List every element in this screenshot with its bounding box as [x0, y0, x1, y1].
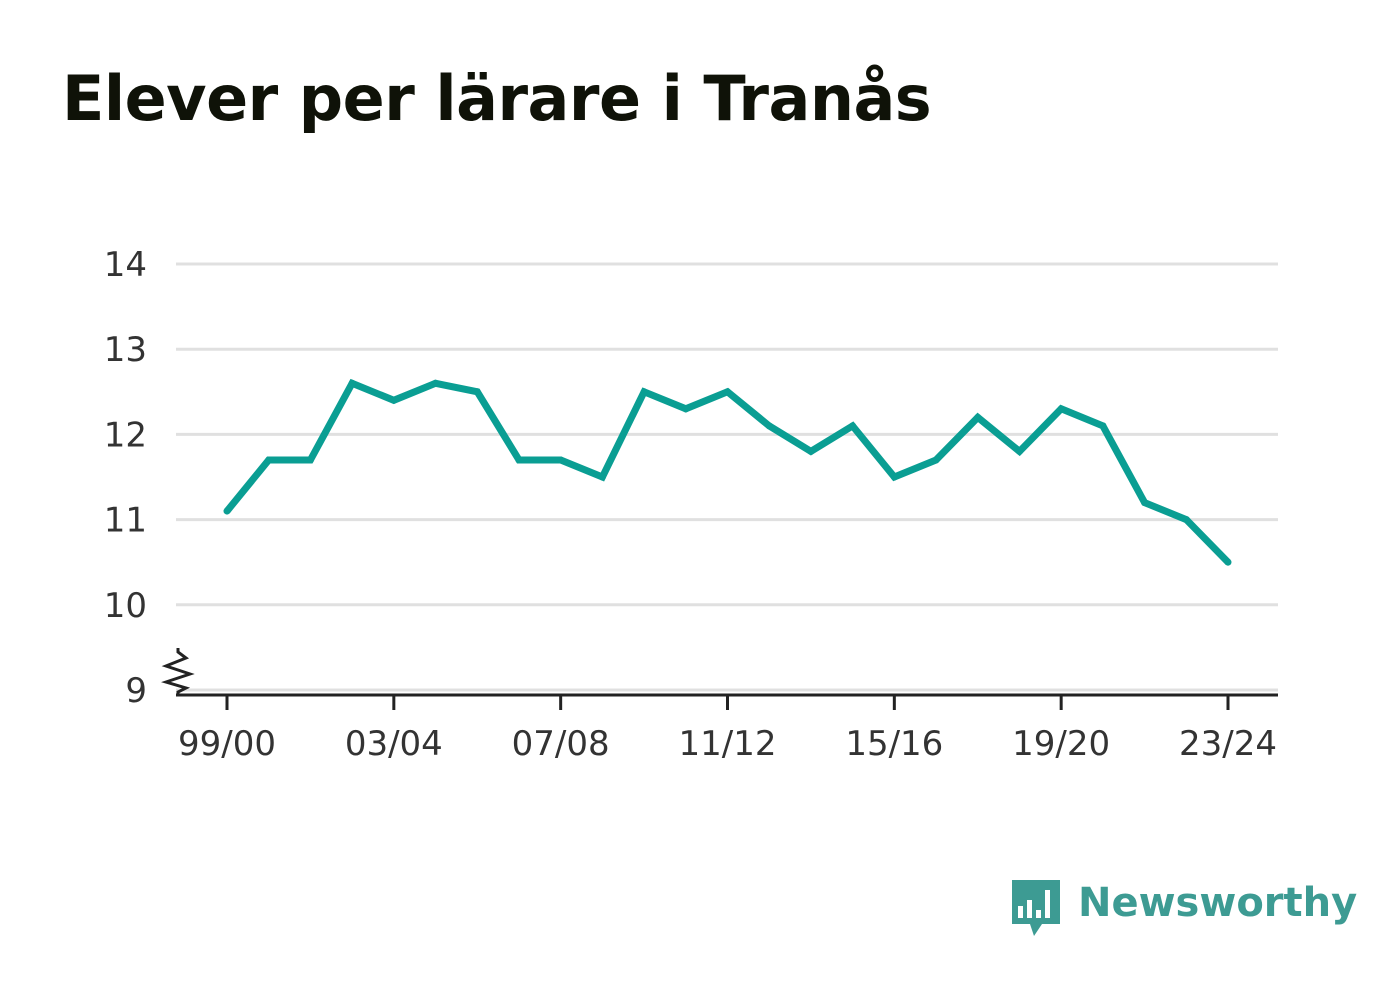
x-tick-label: 15/16	[845, 724, 943, 764]
series-group	[223, 378, 1232, 566]
data-point	[306, 456, 314, 464]
data-point	[473, 388, 481, 396]
newsworthy-logo[interactable]: Newsworthy	[1010, 878, 1357, 942]
y-tick-label: 9	[125, 671, 147, 711]
y-tick-label: 12	[104, 415, 147, 455]
data-point	[890, 473, 898, 481]
data-point	[682, 405, 690, 413]
series-line-0	[224, 378, 1231, 565]
x-tick-label: 03/04	[345, 724, 443, 764]
data-point	[1099, 422, 1107, 430]
data-point	[265, 456, 273, 464]
data-point	[390, 396, 398, 404]
y-axis-tick-labels: 9 10 11 12 13 14	[104, 245, 147, 711]
data-point	[515, 456, 523, 464]
logo-text: Newsworthy	[1078, 880, 1358, 926]
x-tick-label: 11/12	[679, 724, 777, 764]
data-point	[432, 379, 440, 387]
y-tick-label: 14	[104, 245, 147, 285]
x-tick-label: 23/24	[1179, 724, 1277, 764]
x-tick-label: 99/00	[178, 724, 276, 764]
data-point	[724, 388, 731, 396]
gridlines	[176, 262, 1278, 692]
data-point	[1015, 447, 1023, 455]
chart-title: Elever per lärare i Tranås	[62, 62, 932, 135]
data-point	[1141, 499, 1149, 507]
data-point	[557, 456, 565, 464]
data-point	[1224, 558, 1232, 566]
y-tick-label: 13	[104, 330, 147, 370]
data-point	[765, 422, 773, 430]
x-axis-tick-labels: 99/00 03/04 07/08 11/12 15/16 19/20 23/24	[178, 724, 1277, 764]
data-point	[932, 456, 940, 464]
data-point	[640, 388, 648, 396]
x-tick-label: 07/08	[512, 724, 610, 764]
data-point	[348, 379, 356, 387]
x-axis	[176, 693, 1278, 710]
axis-break-zigzag	[161, 648, 195, 695]
data-point	[807, 447, 815, 455]
newsworthy-chart-icon	[1012, 880, 1060, 936]
y-axis-break-icon	[161, 648, 195, 695]
data-point	[223, 507, 231, 515]
y-tick-label: 11	[104, 501, 147, 541]
y-tick-label: 10	[104, 586, 147, 626]
data-point	[598, 473, 606, 481]
data-point	[849, 422, 857, 430]
data-point	[1182, 516, 1190, 524]
data-point	[1057, 405, 1065, 413]
x-tick-label: 19/20	[1012, 724, 1110, 764]
data-point	[974, 413, 982, 421]
